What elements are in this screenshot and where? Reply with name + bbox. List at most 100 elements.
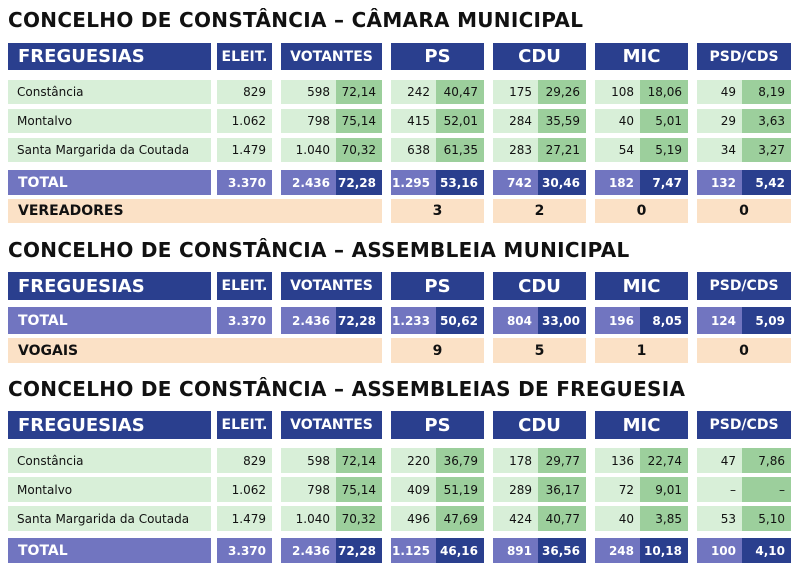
total-votantes-count: 2.436	[281, 538, 336, 563]
header-ps: PS	[391, 43, 484, 70]
row-mic-count: 54	[595, 138, 640, 162]
header-eleitores: ELEIT.	[217, 411, 272, 439]
row-votantes-percent: 75,14	[336, 477, 382, 502]
row-eleitores: 1.479	[217, 138, 272, 162]
row-eleitores: 1.062	[217, 477, 272, 502]
total-ps-percent: 50,62	[436, 307, 484, 334]
total-ps-count: 1.125	[391, 538, 436, 563]
row-votantes-count: 798	[281, 109, 336, 133]
row-ps-percent: 61,35	[436, 138, 484, 162]
total-mic-count: 196	[595, 307, 640, 334]
total-votantes-count: 2.436	[281, 307, 336, 334]
total-mic-percent: 8,05	[640, 307, 688, 334]
header-mic: MIC	[595, 411, 688, 439]
total-cdu-count: 742	[493, 170, 538, 195]
row-cdu-count: 289	[493, 477, 538, 502]
row-votantes-percent: 70,32	[336, 506, 382, 531]
total-psd-cds-percent: 5,42	[742, 170, 791, 195]
header-cdu: CDU	[493, 43, 586, 70]
seats-label: VEREADORES	[8, 199, 382, 223]
header-eleitores: ELEIT.	[217, 272, 272, 300]
row-psd-cds-count: 49	[697, 80, 742, 104]
row-mic-percent: 5,19	[640, 138, 688, 162]
header-psd-cds: PSD/CDS	[697, 43, 791, 70]
total-mic-percent: 10,18	[640, 538, 688, 563]
row-eleitores: 1.062	[217, 109, 272, 133]
total-ps-count: 1.295	[391, 170, 436, 195]
total-mic-count: 182	[595, 170, 640, 195]
header-mic: MIC	[595, 272, 688, 300]
row-mic-count: 108	[595, 80, 640, 104]
total-cdu-count: 891	[493, 538, 538, 563]
header-eleitores: ELEIT.	[217, 43, 272, 70]
seats-psd-cds: 0	[697, 199, 791, 223]
row-mic-count: 40	[595, 506, 640, 531]
seats-psd-cds: 0	[697, 338, 791, 363]
total-votantes-percent: 72,28	[336, 538, 382, 563]
header-freguesias: FREGUESIAS	[8, 411, 211, 439]
row-ps-count: 409	[391, 477, 436, 502]
row-ps-count: 638	[391, 138, 436, 162]
row-cdu-count: 283	[493, 138, 538, 162]
header-cdu: CDU	[493, 272, 586, 300]
seats-label: VOGAIS	[8, 338, 382, 363]
row-psd-cds-count: 29	[697, 109, 742, 133]
total-psd-cds-percent: 5,09	[742, 307, 791, 334]
row-cdu-count: 178	[493, 448, 538, 473]
total-votantes-count: 2.436	[281, 170, 336, 195]
row-ps-percent: 40,47	[436, 80, 484, 104]
row-votantes-percent: 72,14	[336, 448, 382, 473]
row-freguesia-name: Montalvo	[8, 477, 211, 502]
total-psd-cds-percent: 4,10	[742, 538, 791, 563]
row-mic-percent: 18,06	[640, 80, 688, 104]
seats-mic: 0	[595, 199, 688, 223]
total-ps-percent: 46,16	[436, 538, 484, 563]
seats-mic: 1	[595, 338, 688, 363]
row-votantes-percent: 70,32	[336, 138, 382, 162]
row-psd-cds-percent: 5,10	[742, 506, 791, 531]
total-cdu-count: 804	[493, 307, 538, 334]
total-mic-count: 248	[595, 538, 640, 563]
total-eleitores: 3.370	[217, 538, 272, 563]
header-cdu: CDU	[493, 411, 586, 439]
header-votantes: VOTANTES	[281, 272, 382, 300]
row-cdu-count: 284	[493, 109, 538, 133]
header-votantes: VOTANTES	[281, 43, 382, 70]
seats-ps: 9	[391, 338, 484, 363]
seats-cdu: 5	[493, 338, 586, 363]
row-ps-percent: 36,79	[436, 448, 484, 473]
total-mic-percent: 7,47	[640, 170, 688, 195]
row-ps-count: 496	[391, 506, 436, 531]
total-psd-cds-count: 124	[697, 307, 742, 334]
row-psd-cds-percent: 7,86	[742, 448, 791, 473]
total-psd-cds-count: 132	[697, 170, 742, 195]
total-label: TOTAL	[8, 538, 211, 563]
total-label: TOTAL	[8, 170, 211, 195]
section-title-camara: CONCELHO DE CONSTÂNCIA – CÂMARA MUNICIPA…	[8, 8, 584, 32]
row-psd-cds-count: 34	[697, 138, 742, 162]
row-eleitores: 1.479	[217, 506, 272, 531]
total-label: TOTAL	[8, 307, 211, 334]
seats-ps: 3	[391, 199, 484, 223]
header-freguesias: FREGUESIAS	[8, 272, 211, 300]
row-mic-percent: 5,01	[640, 109, 688, 133]
total-cdu-percent: 33,00	[538, 307, 586, 334]
row-cdu-percent: 35,59	[538, 109, 586, 133]
row-psd-cds-percent: 3,63	[742, 109, 791, 133]
row-freguesia-name: Montalvo	[8, 109, 211, 133]
row-mic-percent: 22,74	[640, 448, 688, 473]
row-ps-count: 415	[391, 109, 436, 133]
row-votantes-count: 598	[281, 80, 336, 104]
row-mic-count: 40	[595, 109, 640, 133]
section-title-assembleia: CONCELHO DE CONSTÂNCIA – ASSEMBLEIA MUNI…	[8, 238, 630, 262]
row-freguesia-name: Constância	[8, 448, 211, 473]
row-psd-cds-percent: –	[742, 477, 791, 502]
row-psd-cds-percent: 8,19	[742, 80, 791, 104]
row-cdu-count: 175	[493, 80, 538, 104]
row-votantes-percent: 72,14	[336, 80, 382, 104]
header-psd-cds: PSD/CDS	[697, 411, 791, 439]
row-freguesia-name: Santa Margarida da Coutada	[8, 138, 211, 162]
row-cdu-percent: 29,77	[538, 448, 586, 473]
row-ps-count: 220	[391, 448, 436, 473]
header-ps: PS	[391, 411, 484, 439]
